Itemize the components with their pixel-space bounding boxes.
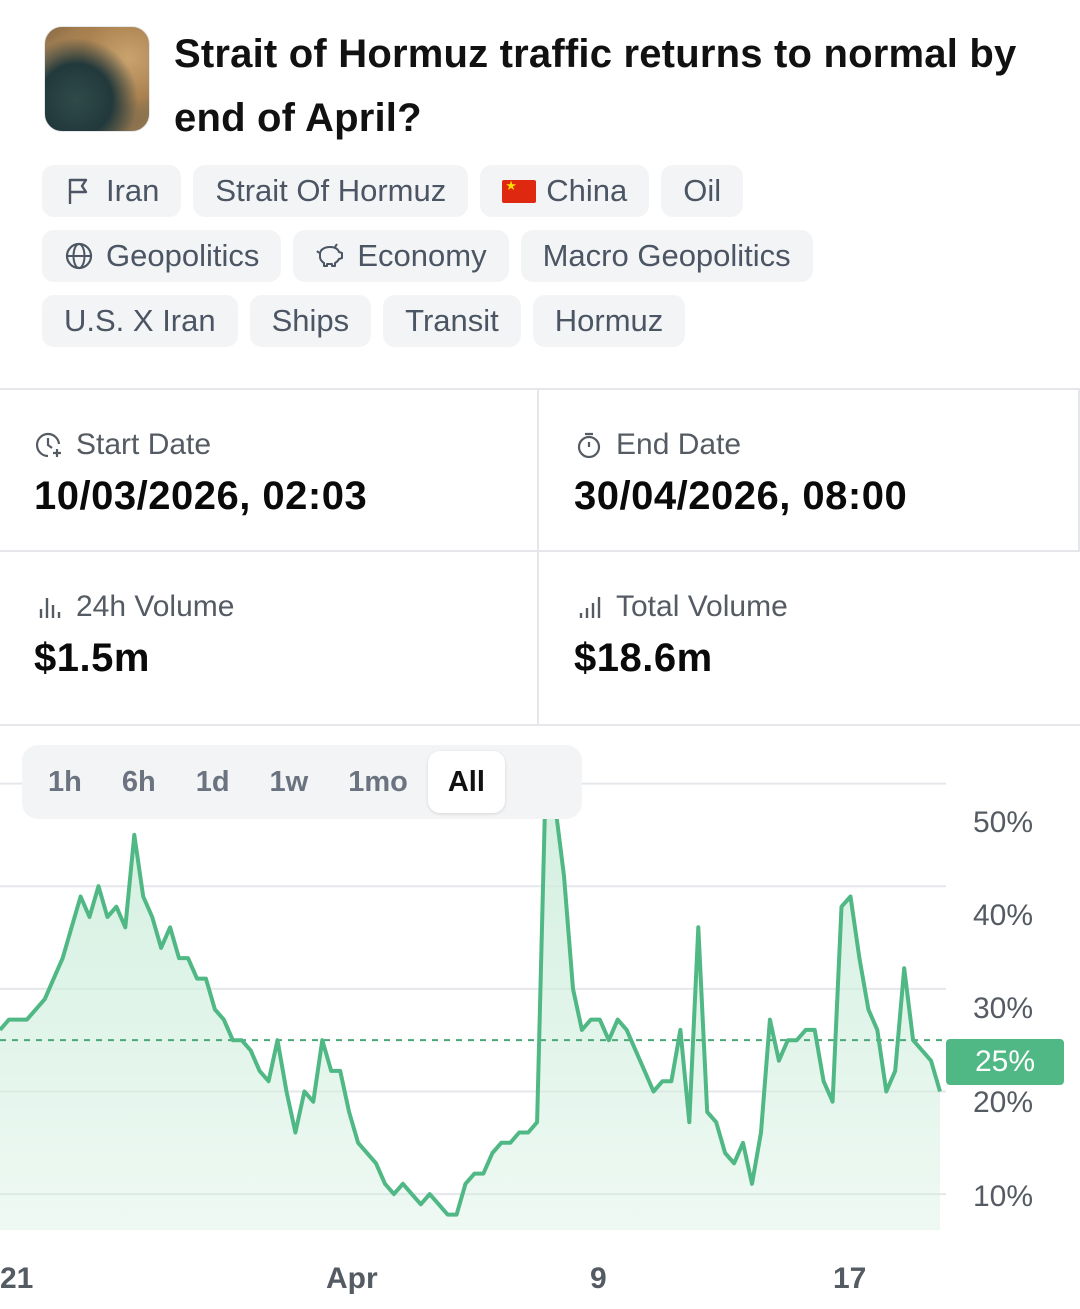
divider bbox=[1078, 390, 1080, 552]
start-date-label: Start Date bbox=[76, 428, 212, 461]
y-tick-label: 10% bbox=[973, 1180, 1034, 1213]
y-tick-label: 20% bbox=[973, 1086, 1034, 1119]
start-date-cell: Start Date 10/03/2026, 02:03 bbox=[34, 428, 367, 519]
market-stats-grid: Start Date 10/03/2026, 02:03 End Date 30… bbox=[0, 388, 1080, 726]
price-chart[interactable] bbox=[0, 760, 1080, 1309]
clock-plus-icon bbox=[34, 430, 64, 460]
total-volume-value: $18.6m bbox=[574, 636, 713, 680]
divider bbox=[537, 390, 539, 724]
range-1mo[interactable]: 1mo bbox=[348, 765, 408, 798]
tag-ships[interactable]: Ships bbox=[249, 295, 372, 347]
range-1d[interactable]: 1d bbox=[195, 765, 230, 798]
tag-label: Iran bbox=[106, 173, 160, 208]
tag-label: U.S. X Iran bbox=[64, 303, 216, 338]
tag-us-x-iran[interactable]: U.S. X Iran bbox=[42, 295, 238, 347]
flag-icon bbox=[64, 176, 94, 206]
tag-label: Macro Geopolitics bbox=[542, 238, 791, 273]
tag-transit[interactable]: Transit bbox=[383, 295, 521, 347]
total-volume-cell: Total Volume $18.6m bbox=[574, 590, 788, 681]
time-range-selector: 1h 6h 1d 1w 1mo All bbox=[22, 745, 582, 819]
tag-macro-geopolitics[interactable]: Macro Geopolitics bbox=[520, 230, 813, 282]
tag-economy[interactable]: Economy bbox=[293, 230, 509, 282]
market-title: Strait of Hormuz traffic returns to norm… bbox=[174, 32, 1017, 140]
tag-label: Transit bbox=[405, 303, 499, 338]
volume-24h-cell: 24h Volume $1.5m bbox=[34, 590, 234, 681]
series-area bbox=[0, 763, 940, 1230]
tag-china[interactable]: China bbox=[480, 165, 650, 217]
tag-hormuz[interactable]: Hormuz bbox=[532, 295, 686, 347]
tag-label: China bbox=[546, 173, 628, 208]
end-date-value: 30/04/2026, 08:00 bbox=[574, 474, 908, 518]
market-thumbnail bbox=[44, 26, 150, 132]
total-volume-label: Total Volume bbox=[616, 590, 788, 623]
tag-label: Strait Of Hormuz bbox=[215, 173, 447, 208]
tag-list: Iran Strait Of Hormuz China Oil Geopolit… bbox=[42, 165, 1042, 360]
bar-chart-icon bbox=[34, 592, 64, 622]
piggy-bank-icon bbox=[315, 241, 345, 271]
china-flag-icon bbox=[502, 178, 537, 203]
market-header: Strait of Hormuz traffic returns to norm… bbox=[44, 22, 1044, 142]
tag-geopolitics[interactable]: Geopolitics bbox=[42, 230, 282, 282]
globe-icon bbox=[64, 241, 94, 271]
end-date-label: End Date bbox=[616, 428, 742, 461]
x-tick-label: 21 bbox=[0, 1262, 34, 1295]
tag-label: Ships bbox=[271, 303, 350, 338]
tag-oil[interactable]: Oil bbox=[661, 165, 744, 217]
range-6h[interactable]: 6h bbox=[121, 765, 156, 798]
y-tick-label: 40% bbox=[973, 899, 1034, 932]
y-tick-label: 30% bbox=[973, 992, 1034, 1025]
signal-bars-icon bbox=[574, 592, 604, 622]
range-1w[interactable]: 1w bbox=[269, 765, 309, 798]
tag-iran[interactable]: Iran bbox=[42, 165, 182, 217]
current-price-badge: 25% bbox=[946, 1039, 1064, 1085]
tag-label: Geopolitics bbox=[106, 238, 260, 273]
y-tick-label: 50% bbox=[973, 806, 1034, 839]
tag-strait-of-hormuz[interactable]: Strait Of Hormuz bbox=[193, 165, 469, 217]
range-all[interactable]: All bbox=[427, 751, 505, 813]
series-line bbox=[0, 761, 942, 1217]
range-1h[interactable]: 1h bbox=[48, 765, 82, 798]
end-date-cell: End Date 30/04/2026, 08:00 bbox=[574, 428, 907, 519]
volume-24h-label: 24h Volume bbox=[76, 590, 235, 623]
tag-label: Hormuz bbox=[554, 303, 664, 338]
start-date-value: 10/03/2026, 02:03 bbox=[34, 474, 368, 518]
tag-label: Economy bbox=[357, 238, 487, 273]
volume-24h-value: $1.5m bbox=[34, 636, 150, 680]
tag-label: Oil bbox=[683, 173, 722, 208]
x-tick-label: 9 bbox=[590, 1262, 607, 1295]
stopwatch-icon bbox=[574, 430, 604, 460]
x-tick-label: 17 bbox=[833, 1262, 867, 1295]
divider bbox=[0, 550, 1080, 552]
x-tick-label: Apr bbox=[326, 1262, 378, 1295]
